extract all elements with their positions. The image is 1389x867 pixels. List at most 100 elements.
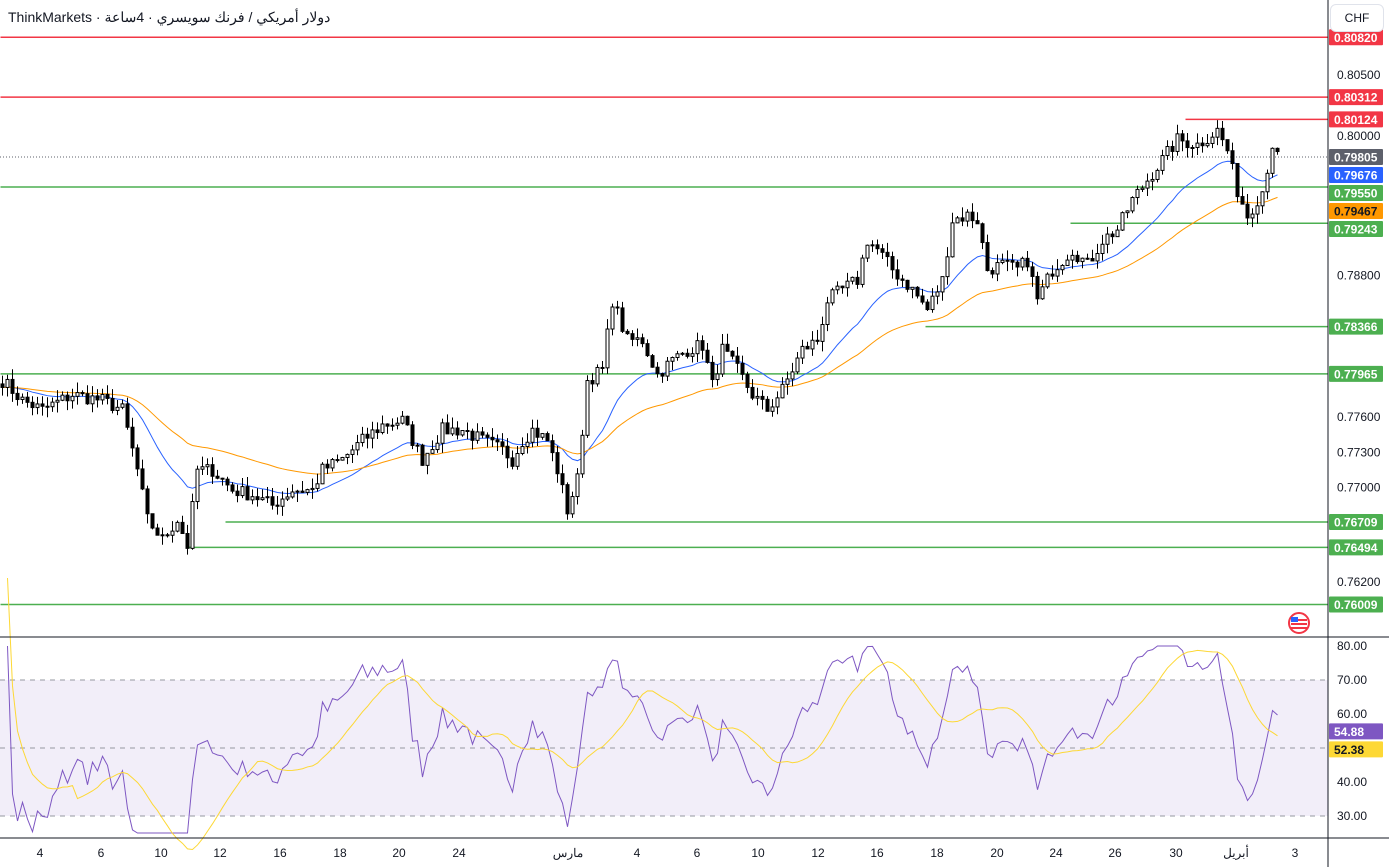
candle <box>380 415 385 435</box>
candle <box>535 419 540 447</box>
candle <box>1045 272 1050 289</box>
candle <box>1235 163 1240 203</box>
candle-body <box>885 251 890 258</box>
candle <box>735 347 740 373</box>
candle <box>715 364 720 386</box>
candle <box>260 489 265 501</box>
candle-body <box>515 453 520 467</box>
candle-body <box>135 447 140 470</box>
candle-body <box>1115 229 1120 238</box>
candle-body <box>1175 133 1180 152</box>
candle-body <box>1090 258 1095 262</box>
candle <box>25 391 30 408</box>
time-tick-label: 18 <box>333 846 347 860</box>
candle-body <box>815 339 820 342</box>
candle <box>1160 149 1165 175</box>
candle <box>765 396 770 412</box>
candle <box>815 329 820 345</box>
candle <box>1110 231 1115 244</box>
candle <box>355 434 360 456</box>
candle <box>5 374 10 397</box>
candle <box>835 281 840 295</box>
candle <box>320 462 325 485</box>
candle <box>595 364 600 387</box>
time-tick-label: 18 <box>930 846 944 860</box>
candle-body <box>670 357 675 362</box>
candle-body <box>310 487 315 491</box>
candle-body <box>1200 142 1205 147</box>
level-price-label: 0.79550 <box>1334 186 1378 200</box>
candle-body <box>555 452 560 475</box>
candle <box>1155 168 1160 183</box>
candle <box>1135 185 1140 205</box>
candle <box>845 272 850 297</box>
candle-body <box>865 244 870 259</box>
candle <box>540 433 545 440</box>
candle <box>265 486 270 504</box>
candle-body <box>280 498 285 507</box>
candle-body <box>895 269 900 280</box>
candle-body <box>1210 136 1215 144</box>
candle <box>70 388 75 409</box>
candle-body <box>165 534 170 537</box>
candle <box>195 465 200 510</box>
candle <box>50 397 55 412</box>
candle-body <box>965 211 970 222</box>
candle <box>695 332 700 362</box>
candle-body <box>805 345 810 350</box>
candle-body <box>460 430 465 436</box>
candle <box>930 288 935 313</box>
candle-body <box>995 262 1000 275</box>
candle-body <box>700 340 705 351</box>
candle <box>775 391 780 415</box>
candle-body <box>285 496 290 500</box>
candle-body <box>430 449 435 454</box>
flag-stripe <box>1291 627 1307 629</box>
candle <box>1180 130 1185 152</box>
candle-body <box>1135 188 1140 199</box>
candle <box>920 288 925 305</box>
candle <box>895 259 900 286</box>
candle <box>1165 140 1170 160</box>
candle-body <box>1055 269 1060 277</box>
candle <box>580 429 585 478</box>
candle <box>430 440 435 454</box>
candle-body <box>1145 180 1150 189</box>
candle <box>325 459 330 474</box>
candle-body <box>145 488 150 515</box>
candle-body <box>960 217 965 222</box>
candle-body <box>200 466 205 470</box>
candle <box>965 209 970 227</box>
candle-body <box>870 244 875 247</box>
candle <box>530 419 535 448</box>
candle-body <box>685 352 690 357</box>
candle <box>705 342 710 364</box>
candle <box>550 434 555 462</box>
candle-body <box>595 366 600 385</box>
candle-body <box>1105 233 1110 245</box>
candle-body <box>1245 203 1250 219</box>
candle <box>330 458 335 472</box>
time-tick-label: 16 <box>273 846 287 860</box>
candle <box>230 482 235 494</box>
candle <box>1035 271 1040 305</box>
candle <box>825 296 830 332</box>
rsi-value-label: 54.88 <box>1334 725 1364 739</box>
candle-body <box>1255 205 1260 215</box>
candle <box>275 495 280 515</box>
candle <box>805 341 810 350</box>
currency-button[interactable]: CHF <box>1330 4 1384 32</box>
candle-body <box>850 276 855 282</box>
candle <box>55 390 60 413</box>
candle <box>340 456 345 461</box>
candle-body <box>1205 142 1210 147</box>
candle-body <box>55 399 60 403</box>
candle <box>955 215 960 224</box>
candle <box>455 421 460 440</box>
candle-body <box>1045 273 1050 288</box>
candle <box>850 276 855 285</box>
candle-body <box>505 445 510 459</box>
candle <box>385 423 390 434</box>
candle <box>750 379 755 401</box>
